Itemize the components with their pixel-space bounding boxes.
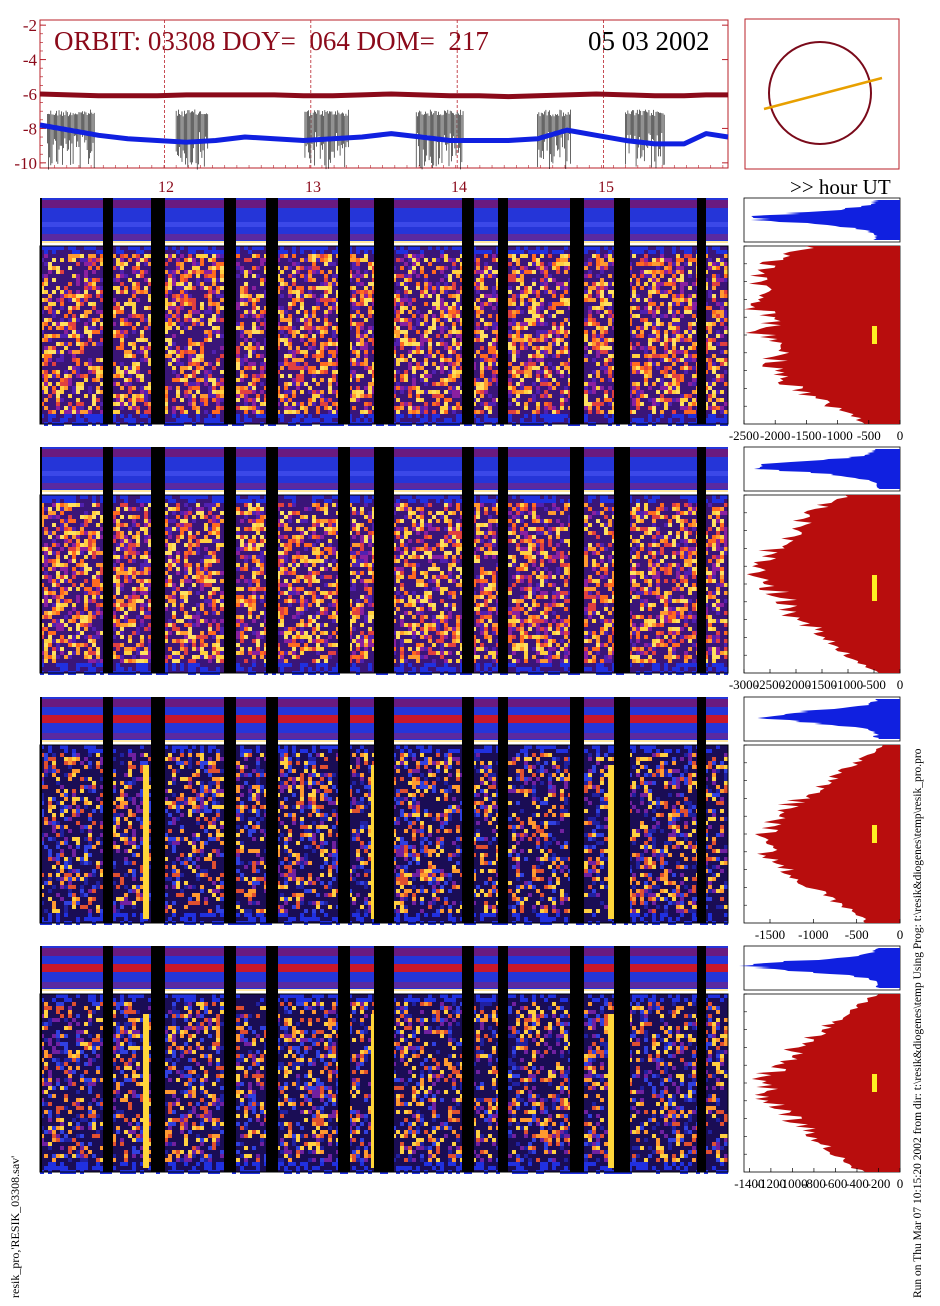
spectrogram-panel-1: -2500 -2000 -1500 -1000 -500 0: [39, 197, 904, 443]
flare-streak: [143, 1014, 149, 1168]
profile-axis-label: 0: [897, 677, 904, 692]
strip-profile-area: [754, 449, 900, 489]
strip-profile: [739, 945, 901, 991]
series-line-1: [39, 91, 728, 100]
top-line-chart: -2 -4 -6 -8 -10: [14, 16, 729, 173]
hour-label-13: 13: [305, 179, 321, 196]
strip-profile: [743, 696, 901, 742]
profile-axis-label: -2500: [729, 428, 759, 443]
data-gaps: [40, 697, 706, 923]
orbit-frame: [744, 18, 900, 170]
profile-axis-label: -400: [845, 1176, 869, 1191]
y-tick-label: -10: [14, 154, 37, 173]
profile-axis-label: -1000: [833, 677, 863, 692]
profile-axis-label: -2500: [755, 677, 785, 692]
strip-profile-area: [757, 699, 900, 739]
main-profile-area: [754, 745, 900, 923]
main-profile-area: [751, 994, 900, 1172]
profile-axis-label: -1000: [822, 428, 852, 443]
orbit-diagram: [744, 18, 900, 170]
profile-axis-label: -1400: [734, 1176, 764, 1191]
main-profile: [743, 494, 901, 674]
main-profile-area: [746, 495, 900, 673]
hour-axis-unit: >> hour UT: [790, 175, 891, 199]
profile-marker: [872, 1074, 877, 1092]
profile-axis-label: -1000: [777, 1176, 807, 1191]
profile-axis-label: -1200: [756, 1176, 786, 1191]
profile-axis-label: -600: [824, 1176, 848, 1191]
y-tick-label: -2: [23, 16, 37, 35]
profile-axis-label: -1500: [791, 428, 821, 443]
profile-marker: [872, 326, 877, 344]
hour-label-15: 15: [598, 179, 614, 196]
profile-axis-label: -500: [857, 428, 881, 443]
source-file-label: resik_pro,'RESIK_03308.sav': [8, 1155, 22, 1298]
profile-axis-label: 0: [897, 1176, 904, 1191]
profile-axis-label: -2000: [781, 677, 811, 692]
profile-marker: [872, 825, 877, 843]
y-tick-label: -8: [23, 119, 37, 138]
flare-streak: [143, 765, 149, 919]
data-gaps: [40, 198, 706, 424]
orbit-circle: [768, 41, 872, 145]
y-tick-label: -6: [23, 85, 37, 104]
profile-axis-label: -3000: [729, 677, 759, 692]
main-profile: [743, 993, 901, 1173]
series-line-2: [39, 122, 729, 147]
date-label: 05 03 2002: [588, 26, 710, 56]
profile-axis-label: -800: [802, 1176, 826, 1191]
hour-label-12: 12: [158, 179, 174, 196]
orbit-track: [763, 76, 883, 111]
strip-profile: [743, 446, 901, 492]
orbit-title: ORBIT: 03308 DOY= 064 DOM= 217: [54, 26, 489, 56]
profile-marker: [872, 575, 877, 601]
strip-profile-area: [739, 948, 900, 988]
hour-label-14: 14: [451, 179, 467, 196]
profile-axis-label: -200: [867, 1176, 891, 1191]
profile-axis-label: 0: [897, 428, 904, 443]
flare-streak: [608, 1014, 614, 1168]
y-tick-label: -4: [23, 51, 38, 70]
profile-axis-label: 0: [897, 927, 904, 942]
main-profile: [743, 245, 901, 425]
run-info-label: Run on Thu Mar 07 10:15:20 2002 from dir…: [912, 748, 924, 1299]
spectrogram-panel-2: -3000-2500-2000-1500-1000-500 0: [39, 446, 904, 692]
strip-profile-area: [750, 200, 900, 240]
profile-axis-label: -2000: [760, 428, 790, 443]
spectrogram-panel-3: -1500 -1000 -500 0: [39, 696, 904, 942]
profile-axis-label: -500: [862, 677, 886, 692]
strip-profile: [743, 197, 901, 243]
data-gaps: [40, 946, 706, 1172]
profile-axis-label: -1500: [807, 677, 837, 692]
profile-axis-label: -1000: [798, 927, 828, 942]
flare-streak: [608, 765, 614, 919]
spectrogram-panel-4: -1400-1200-1000-800-600-400-200 0: [39, 945, 904, 1191]
data-gaps: [40, 447, 706, 673]
main-profile: [743, 744, 901, 924]
profile-axis-label: -500: [845, 927, 869, 942]
profile-axis-label: -1500: [755, 927, 785, 942]
main-profile-area: [744, 246, 900, 424]
